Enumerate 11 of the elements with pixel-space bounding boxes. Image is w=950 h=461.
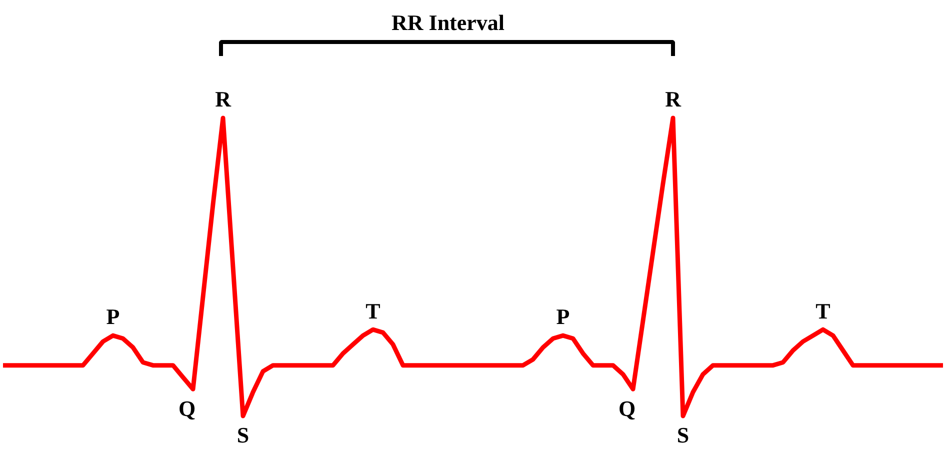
text: S xyxy=(236,422,250,448)
annotation: T xyxy=(366,298,381,324)
text: R xyxy=(665,86,682,112)
annotation: P xyxy=(106,304,120,330)
annotation: Q xyxy=(178,396,196,421)
text: R xyxy=(215,86,232,112)
annotation: T xyxy=(816,298,831,324)
annotation: Q xyxy=(618,396,636,421)
text: RR Interval xyxy=(391,10,505,35)
text: S xyxy=(676,422,690,448)
annotation: P xyxy=(556,304,570,330)
